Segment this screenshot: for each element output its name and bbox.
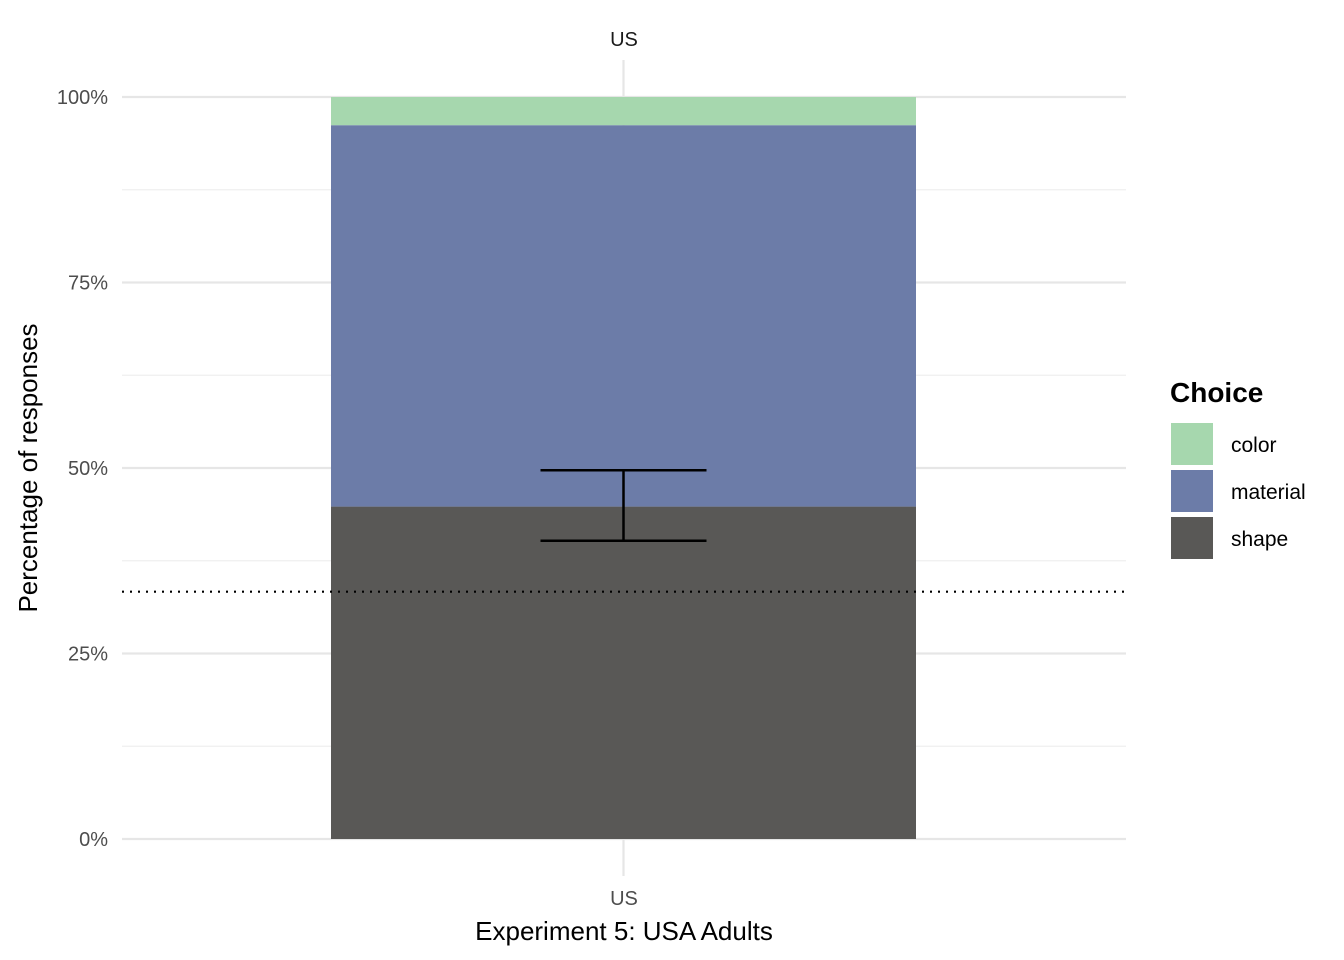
bar-segment-material <box>331 125 916 507</box>
legend-label-material: material <box>1231 481 1306 504</box>
y-tick-labels: 0% 25% 50% 75% 100% <box>57 87 108 851</box>
x-tick-label: US <box>610 888 638 910</box>
legend-title: Choice <box>1170 377 1263 408</box>
y-tick-label: 0% <box>79 829 108 851</box>
y-tick-label: 100% <box>57 87 108 109</box>
facet-strip-label: US <box>610 29 638 51</box>
y-tick-label: 25% <box>68 644 108 666</box>
legend-key-shape <box>1171 517 1213 559</box>
y-tick-label: 75% <box>68 273 108 295</box>
bar-segment-color <box>331 97 916 126</box>
x-axis-title: Experiment 5: USA Adults <box>475 916 773 946</box>
legend-label-shape: shape <box>1231 528 1288 551</box>
y-tick-label: 50% <box>68 458 108 480</box>
bar-segment-shape <box>331 506 916 839</box>
legend-label-color: color <box>1231 434 1277 457</box>
legend: Choice color material shape <box>1170 377 1306 559</box>
y-axis-title: Percentage of responses <box>13 323 43 612</box>
bar-segments <box>331 97 916 839</box>
legend-key-material <box>1171 470 1213 512</box>
error-bar-group <box>540 468 707 542</box>
legend-key-color <box>1171 423 1213 465</box>
